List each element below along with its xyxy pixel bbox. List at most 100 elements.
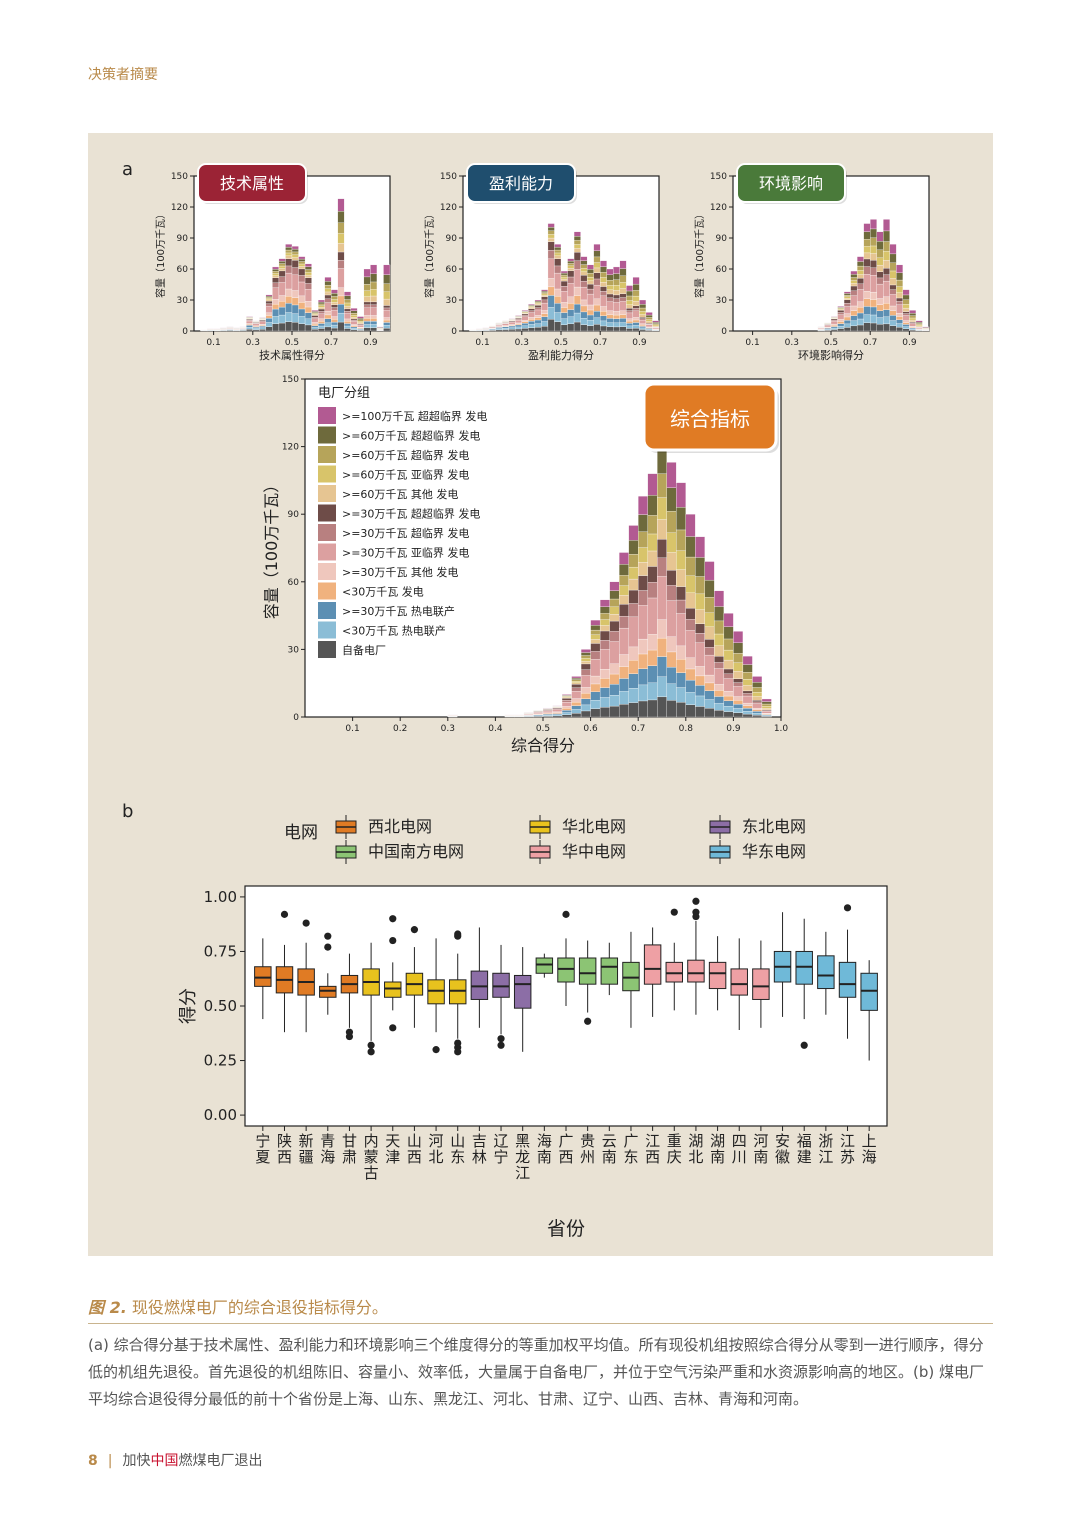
hist-2-bar-segment	[632, 283, 640, 291]
hist-2-bar-segment	[534, 327, 542, 332]
hist-1-bar-segment	[298, 261, 306, 265]
main-hist-bar-segment	[733, 700, 744, 705]
hist-3-bar-segment	[870, 267, 877, 276]
hist-3-bar-segment	[883, 260, 890, 269]
hist-3-bar-segment	[876, 310, 884, 318]
main-hist-bar-segment	[676, 613, 686, 647]
main-hist-bar-segment	[638, 531, 648, 548]
box-outlier	[367, 1041, 375, 1049]
main-hist-bar-segment	[676, 599, 686, 614]
hist-2-bar-segment	[541, 313, 549, 317]
hist-3-bar-segment	[863, 231, 871, 240]
main-hist-bar-segment	[647, 665, 658, 684]
hist-3-bar-segment	[876, 241, 884, 250]
main-hist-bar-segment	[580, 704, 591, 712]
hist-1-bar-segment	[265, 326, 273, 332]
hist-2-bar-segment	[639, 299, 647, 305]
province-label-char: 吉	[472, 1132, 487, 1150]
main-hist-bar-segment	[580, 687, 591, 694]
hist-1-bar-segment	[317, 313, 325, 319]
hist-1-bar-segment	[285, 249, 293, 254]
province-label-char: 宁	[494, 1148, 509, 1166]
main-hist-bar-segment	[552, 713, 563, 715]
hist-1-bar-segment	[363, 321, 371, 325]
hist-3-bar-segment	[876, 298, 884, 305]
hist-3-bar-segment	[863, 252, 871, 260]
province-label-char: 青	[320, 1132, 335, 1150]
hist-2-bar-segment	[600, 306, 607, 312]
hist-1-bar-segment	[317, 299, 325, 303]
province-label: 广东	[623, 1132, 638, 1166]
main-hist-bar-segment	[552, 709, 563, 712]
hist-1-bar-segment	[383, 325, 391, 329]
hist-2-ytick-label: 150	[440, 172, 457, 182]
hist-1-bar-segment	[337, 222, 345, 234]
hist-1-bar-segment	[311, 329, 319, 332]
hist-3-bar-segment	[850, 310, 858, 316]
hist-3-bar-segment	[856, 289, 864, 302]
hist-1-bar-segment	[272, 268, 280, 272]
main-hist-bar-segment	[580, 661, 591, 665]
hist-2-bar-segment	[639, 327, 647, 330]
main-hist-bar-segment	[638, 638, 648, 655]
hist-3-bar-segment	[909, 329, 917, 332]
hist-1-bar-segment	[370, 281, 378, 290]
main-hist-bar-segment	[752, 692, 763, 697]
hist-3-bar-segment	[863, 258, 871, 267]
hist-3-bar-segment	[863, 239, 871, 247]
hist-1-bar-segment	[357, 321, 365, 323]
main-hist-bar-segment	[742, 664, 753, 673]
main-title-badge	[642, 382, 778, 452]
hist-2-bar-segment	[573, 303, 581, 314]
main-hist-bar-segment	[561, 708, 572, 711]
hist-1-bar-segment	[357, 322, 365, 324]
main-hist-bar-segment	[590, 643, 601, 652]
box-legend-label: 东北电网	[742, 817, 806, 836]
hist-title-text: 盈利能力	[489, 174, 553, 193]
hist-2-bar-segment	[613, 279, 620, 286]
hist-3-bar-segment	[889, 262, 897, 272]
box-outlier	[324, 943, 332, 951]
province-label-char: 四	[732, 1132, 747, 1150]
hist-2-ytick-label: 90	[446, 234, 458, 244]
hist-1-bar-segment	[337, 243, 345, 253]
hist-2-bar-segment	[534, 305, 542, 308]
hist-2-bar-segment	[600, 291, 607, 297]
hist-3-bar-segment	[896, 301, 904, 305]
legend-label: >=60万千瓦 超临界 发电	[342, 448, 469, 462]
hist-3-bar-segment	[830, 327, 838, 330]
hist-1-ylabel: 容量（100万千瓦）	[154, 209, 167, 298]
hist-3-bar-segment	[837, 323, 845, 327]
main-hist-bar-segment	[638, 684, 648, 702]
province-label: 甘肃	[342, 1132, 357, 1166]
hist-1-bar-segment	[252, 328, 260, 330]
hist-2-bar-segment	[586, 276, 594, 281]
hist-1-bar-segment	[285, 265, 293, 274]
main-hist-bar-segment	[571, 679, 582, 682]
main-hist-bar-segment	[704, 699, 715, 709]
hist-3-bar-segment	[922, 326, 930, 328]
main-hist-bar-segment	[638, 653, 648, 669]
main-hist-xtick-label: 0.5	[536, 724, 550, 734]
main-hist-bar-segment	[695, 642, 705, 667]
hist-1-bar-segment	[265, 294, 273, 297]
hist-1-bar-segment	[363, 283, 371, 291]
hist-1-bar-segment	[298, 263, 306, 267]
main-hist-bar-segment	[685, 619, 696, 631]
hist-2-bar-segment	[573, 321, 581, 332]
hist-2-bar-segment	[573, 312, 581, 323]
main-hist-xtick-label: 0.6	[583, 724, 598, 734]
hist-2-bar-segment	[554, 246, 562, 251]
hist-2-bar-segment	[586, 309, 594, 316]
box-body	[254, 966, 272, 987]
hist-2-bar-segment	[573, 286, 581, 296]
main-hist-bar-segment	[580, 692, 591, 699]
hist-2-bar-segment	[554, 288, 562, 297]
main-hist-bar-segment	[628, 525, 639, 541]
main-hist-bar-segment	[666, 700, 677, 718]
province-label-char: 江	[645, 1132, 660, 1150]
main-hist-bar-segment	[666, 511, 677, 533]
main-hist-bar-segment	[723, 638, 734, 651]
hist-2-bar-segment	[613, 273, 620, 280]
hist-1-bar-segment	[317, 308, 325, 312]
